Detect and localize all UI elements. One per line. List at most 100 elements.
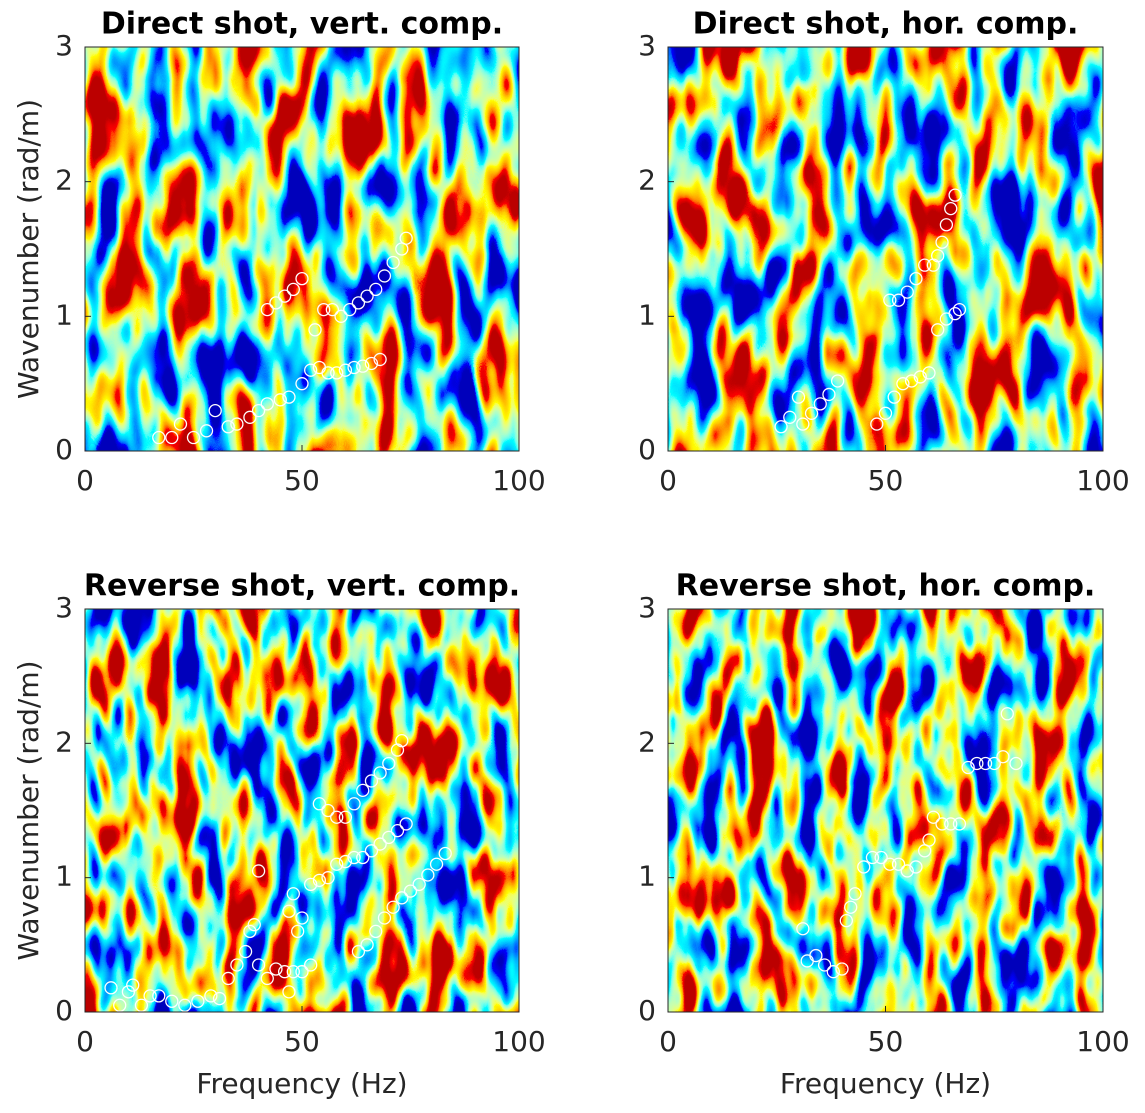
pick-point: [230, 958, 244, 972]
heatmap: [668, 47, 1103, 451]
pick-point: [364, 356, 379, 371]
x-tick-label: 50: [868, 464, 904, 497]
pick-point: [918, 258, 932, 272]
x-tick-label: 50: [284, 1025, 320, 1058]
pick-point: [900, 864, 914, 878]
pick-point: [113, 998, 127, 1012]
pick-point: [395, 733, 409, 748]
pick-point: [312, 797, 327, 811]
pick-point: [438, 846, 452, 861]
pick-point: [347, 850, 361, 865]
pick-point: [204, 989, 218, 1003]
x-tick-label: 50: [868, 1025, 904, 1058]
pick-point: [896, 377, 910, 391]
pick-point: [330, 810, 344, 824]
x-tick-label: 0: [659, 464, 677, 497]
pick-point: [774, 420, 788, 434]
pick-point: [104, 981, 118, 995]
panel-title: Direct shot, hor. comp.: [693, 7, 1079, 42]
pick-point: [356, 783, 370, 797]
x-tick-label: 0: [76, 1025, 94, 1058]
y-tick-label: 1: [55, 298, 73, 331]
pick-point: [961, 760, 975, 775]
pick-point: [295, 271, 309, 286]
pick-point: [186, 430, 201, 445]
pick-point: [369, 924, 383, 939]
pick-point: [165, 994, 179, 1008]
x-tick-label: 100: [1076, 1025, 1129, 1058]
pick-point: [913, 370, 927, 384]
pick-point: [212, 991, 227, 1006]
pick-point: [356, 359, 370, 373]
pick-point: [429, 857, 444, 871]
pick-point: [783, 410, 797, 424]
pick-point: [243, 410, 257, 424]
pick-point: [338, 363, 353, 377]
pick-point: [377, 911, 392, 925]
pick-point: [939, 218, 954, 232]
pick-point: [243, 924, 257, 939]
pick-point: [247, 918, 261, 932]
heatmap: [668, 609, 1103, 1012]
pick-point: [321, 366, 335, 380]
pick-point: [338, 810, 353, 824]
pick-point: [221, 420, 235, 434]
pick-point: [269, 962, 283, 976]
pick-point: [321, 871, 335, 885]
pick-point: [822, 387, 836, 402]
y-tick-label: 2: [638, 164, 656, 197]
pick-point: [277, 965, 292, 979]
pick-point: [347, 797, 361, 811]
pick-point: [295, 377, 309, 391]
pick-point: [351, 944, 366, 959]
y-tick-label: 3: [638, 591, 656, 624]
pick-point: [948, 188, 962, 202]
y-tick-label: 1: [55, 860, 73, 893]
pick-point: [948, 306, 962, 321]
pick-point: [395, 891, 409, 905]
pick-point: [377, 269, 392, 283]
pick-point: [935, 817, 949, 831]
pick-point: [251, 864, 266, 878]
pick-point: [291, 924, 305, 939]
pick-point: [360, 938, 374, 952]
pick-point: [325, 302, 340, 317]
heatmap: [85, 609, 519, 1012]
x-axis-label: Frequency (Hz): [780, 1067, 991, 1100]
y-tick-label: 0: [638, 994, 656, 1027]
pick-point: [891, 293, 906, 307]
x-tick-label: 50: [284, 464, 320, 497]
pick-point: [134, 998, 149, 1012]
pick-point: [839, 914, 853, 928]
pick-point: [931, 249, 945, 263]
pick-point: [143, 989, 157, 1003]
pick-point: [987, 756, 1001, 771]
pick-point: [126, 978, 140, 992]
pick-point: [399, 231, 413, 245]
y-tick-label: 1: [638, 298, 656, 331]
pick-point: [351, 296, 366, 310]
pick-point: [817, 958, 832, 972]
panel-title: Direct shot, vert. comp.: [101, 7, 503, 42]
y-tick-label: 3: [55, 591, 73, 624]
pick-point: [260, 397, 274, 411]
pick-point: [269, 296, 283, 310]
pick-point: [848, 887, 862, 901]
pick-point: [199, 424, 214, 438]
y-tick-label: 1: [638, 860, 656, 893]
pick-point: [791, 390, 806, 404]
pick-point: [900, 285, 914, 299]
pick-point: [286, 965, 300, 979]
pick-point: [308, 323, 322, 337]
pick-point: [386, 900, 400, 914]
pick-point: [952, 302, 967, 317]
pick-point: [273, 393, 287, 407]
pick-point: [191, 994, 205, 1008]
pick-point: [412, 877, 426, 892]
pick-point: [809, 948, 823, 963]
pick-point: [813, 397, 827, 411]
x-tick-label: 0: [76, 464, 94, 497]
pick-point: [121, 985, 136, 999]
pick-point: [304, 877, 318, 892]
